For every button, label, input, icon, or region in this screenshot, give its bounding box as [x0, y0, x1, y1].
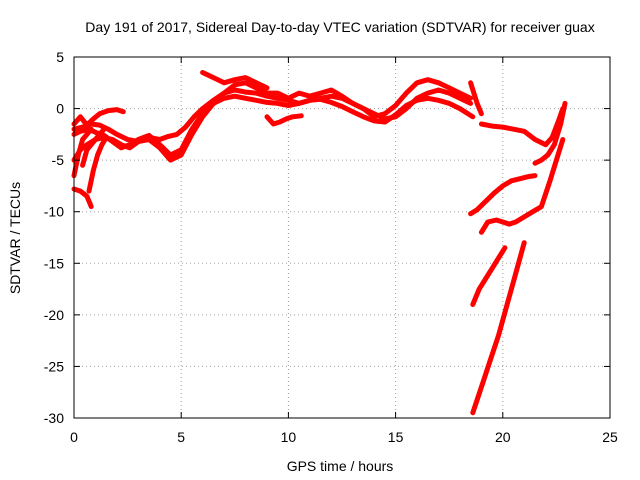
series-4-trace	[200, 70, 270, 91]
chart-title: Day 191 of 2017, Sidereal Day-to-day VTE…	[85, 19, 594, 35]
series-13-trace	[532, 100, 568, 166]
ticks: 0 5 10 15 20 25 5 0 -5 -10 -15 -20 -25 -30	[44, 49, 618, 445]
y-tick-label: 0	[56, 101, 64, 117]
series-9-trace	[86, 135, 109, 194]
series-10-trace	[436, 80, 474, 101]
y-tick-label: -30	[44, 410, 64, 426]
y-tick-label: -25	[44, 358, 64, 374]
x-tick-label: 25	[602, 429, 618, 445]
series-6-trace	[71, 126, 94, 179]
x-tick-label: 20	[495, 429, 511, 445]
series-group	[71, 70, 568, 416]
series-8-trace	[80, 126, 107, 168]
y-axis-label: SDTVAR / TECUs	[7, 182, 23, 294]
series-12-trace	[478, 106, 566, 148]
x-tick-label: 5	[177, 429, 185, 445]
y-tick-label: -5	[52, 152, 65, 168]
y-tick-label: 5	[56, 49, 64, 65]
y-tick-label: -15	[44, 255, 64, 271]
x-tick-label: 15	[388, 429, 404, 445]
plot-frame	[73, 56, 611, 419]
series-7-trace	[71, 186, 94, 210]
y-tick-label: -10	[44, 204, 64, 220]
x-tick-label: 0	[70, 429, 78, 445]
series-16-trace	[470, 245, 508, 307]
y-tick-label: -20	[44, 307, 64, 323]
series-17-trace	[470, 240, 527, 416]
series-5-trace	[264, 113, 304, 127]
series-0-trace	[71, 107, 126, 128]
series-3-trace	[71, 77, 441, 163]
series-14-trace	[468, 173, 538, 217]
x-axis-label: GPS time / hours	[287, 458, 394, 474]
series-15-trace	[478, 137, 566, 235]
series-11-trace	[468, 80, 484, 117]
x-tick-label: 10	[281, 429, 297, 445]
